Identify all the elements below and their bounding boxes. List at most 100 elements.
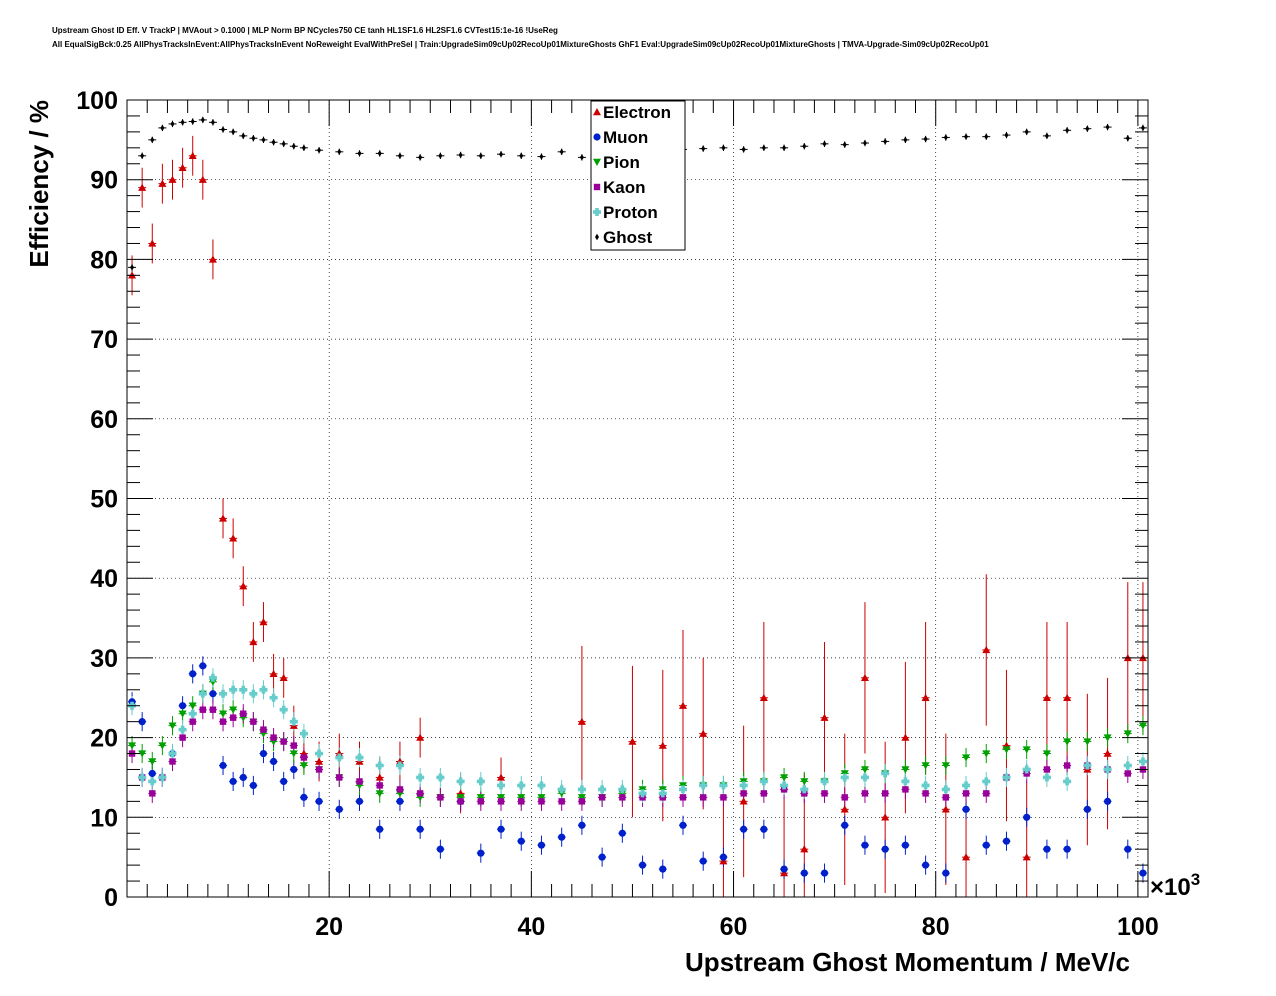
electron-point: [239, 582, 248, 590]
pion-point: [1103, 734, 1112, 742]
legend-marker-ghost: [595, 233, 599, 241]
electron-point: [1103, 749, 1112, 757]
kaon-point: [270, 734, 277, 741]
ghost-point: [499, 150, 504, 158]
muon-point: [1063, 845, 1071, 853]
kaon-point: [396, 786, 404, 793]
proton-point: [537, 781, 546, 790]
muon-point: [249, 781, 257, 790]
pion-point: [138, 750, 147, 758]
y-tick-label: 20: [90, 725, 118, 753]
proton-point: [436, 773, 445, 782]
pion-point: [476, 794, 485, 802]
kaon-point: [457, 798, 464, 805]
kaon-point: [1063, 762, 1071, 769]
proton-point: [962, 781, 971, 790]
kaon-point: [336, 774, 343, 781]
proton-point: [1123, 761, 1132, 770]
electron-point: [219, 514, 228, 522]
pion-point: [800, 778, 809, 786]
proton-point: [219, 689, 228, 698]
x-axis-multiplier: ×103: [1150, 870, 1200, 901]
x-tick-label: 100: [1117, 913, 1159, 941]
kaon-point: [1043, 766, 1051, 773]
kaon-point: [881, 790, 889, 797]
proton-point: [1063, 777, 1072, 786]
ghost-point: [1065, 127, 1070, 134]
y-tick-label: 30: [90, 645, 118, 673]
electron-point: [168, 175, 177, 183]
proton-point: [168, 749, 177, 758]
muon-point: [942, 869, 950, 877]
kaon-point: [518, 798, 525, 805]
muon-point: [517, 837, 525, 845]
muon-point: [638, 861, 647, 869]
kaon-point: [437, 794, 444, 801]
kaon-point: [578, 798, 586, 805]
electron-point: [800, 845, 809, 853]
pion-point: [208, 678, 217, 686]
ghost-point: [418, 154, 423, 161]
x-tick-label: 20: [315, 913, 343, 941]
electron-point: [416, 733, 425, 741]
legend-marker-kaon: [593, 183, 601, 191]
proton-point: [148, 777, 157, 786]
proton-point: [1103, 765, 1112, 774]
ghost-point: [903, 136, 908, 144]
kaon-point: [189, 718, 196, 725]
ghost-point: [221, 126, 226, 133]
pion-point: [537, 794, 546, 802]
ghost-point: [271, 139, 276, 146]
proton-point: [315, 749, 324, 758]
proton-point: [780, 781, 789, 790]
muon-point: [659, 865, 667, 873]
proton-point: [982, 777, 991, 786]
electron-point: [375, 773, 384, 781]
muon-point: [148, 769, 156, 778]
ghost-point: [200, 116, 205, 124]
proton-point: [1042, 773, 1051, 782]
proton-point: [759, 777, 768, 786]
muon-point: [497, 825, 505, 833]
electron-point: [962, 853, 971, 861]
y-tick-label: 10: [90, 804, 118, 832]
legend-label-proton: Proton: [603, 203, 658, 222]
pion-point: [901, 766, 910, 774]
legend: Electron Muon Pion Kaon Proton Ghost: [590, 100, 686, 251]
muon-point: [376, 825, 384, 833]
legend-box: [590, 100, 686, 251]
ghost-point: [1024, 128, 1029, 136]
proton-point: [188, 709, 197, 718]
kaon-point: [983, 790, 990, 797]
muon-point: [436, 845, 444, 853]
kaon-point: [497, 798, 505, 805]
kaon-point: [558, 798, 565, 805]
muon-point: [1083, 805, 1091, 813]
ghost-point: [741, 146, 746, 153]
kaon-point: [209, 706, 217, 713]
ghost-point: [519, 152, 524, 159]
kaon-point: [290, 742, 297, 749]
ghost-point: [478, 152, 483, 159]
muon-point: [780, 865, 788, 873]
kaon-point: [821, 790, 828, 797]
ghost-point: [317, 147, 322, 154]
proton-point: [299, 729, 308, 738]
proton-point: [476, 777, 485, 786]
ghost-point: [170, 120, 175, 128]
x-axis-label: Upstream Ghost Momentum / MeV/c: [685, 947, 1130, 977]
kaon-point: [760, 790, 768, 797]
kaon-point: [538, 798, 545, 805]
pion-point: [941, 762, 950, 770]
kaon-point: [300, 754, 308, 761]
ghost-point: [943, 134, 948, 141]
electron-point: [941, 805, 950, 813]
ghost-point: [701, 145, 706, 152]
kaon-point: [376, 782, 383, 789]
muon-point: [1139, 869, 1147, 877]
muon-point: [800, 869, 808, 877]
muon-point: [199, 662, 207, 670]
pion-point: [577, 794, 586, 802]
x-multiplier-exponent: 3: [1191, 870, 1200, 889]
kaon-point: [315, 766, 323, 773]
